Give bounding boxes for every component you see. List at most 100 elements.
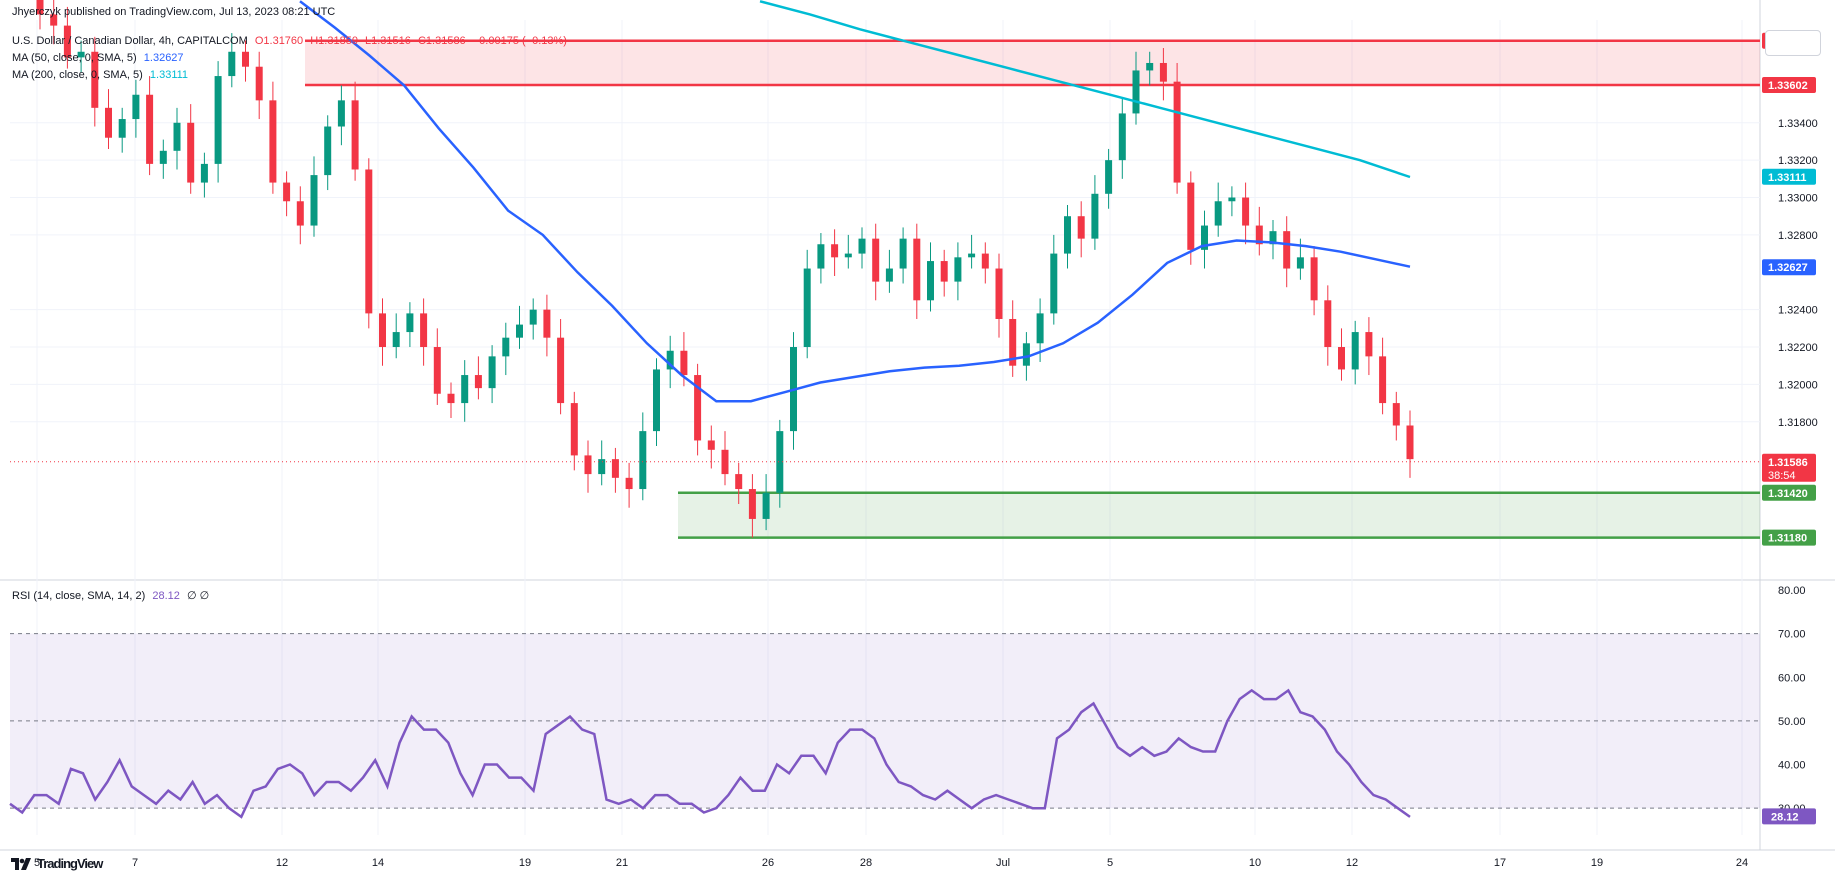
candle-body	[1077, 216, 1085, 239]
candle-body	[611, 459, 619, 478]
last-price-badge	[1762, 453, 1816, 482]
candle-body	[543, 309, 551, 338]
candle-body	[146, 94, 154, 164]
candle-body	[433, 347, 441, 394]
time-tick-label: 26	[762, 857, 774, 869]
candle-body	[694, 375, 702, 441]
time-tick-label: 12	[276, 857, 288, 869]
candle-body	[872, 238, 880, 282]
candle-body	[173, 122, 181, 151]
candle-body	[50, 14, 58, 26]
candle-body	[269, 100, 277, 183]
tradingview-logo-icon	[11, 857, 31, 870]
ohlc-high: H1.31850	[310, 35, 358, 47]
candle-body	[1036, 313, 1044, 344]
candle-body	[1242, 197, 1250, 226]
rsi-value: 28.12	[152, 590, 180, 602]
ma50-badge	[1762, 259, 1816, 276]
candle-body	[1146, 62, 1154, 71]
candle-body	[1105, 160, 1113, 194]
candle-body	[447, 393, 455, 404]
ma200-line	[759, 0, 1411, 179]
candle-body	[200, 163, 208, 183]
chart-settings-button[interactable]	[1765, 30, 1821, 56]
candle-body	[1187, 182, 1195, 250]
rsi-tick-label: 50.00	[1778, 716, 1806, 728]
candle-body	[584, 455, 592, 475]
time-tick-label: 19	[519, 857, 531, 869]
candle-body	[913, 238, 921, 301]
candle-body	[242, 51, 249, 67]
candle-body	[214, 76, 222, 164]
candle-body	[1310, 257, 1318, 301]
candle-body	[392, 332, 400, 348]
candle-body	[885, 268, 893, 282]
candle-body	[365, 169, 373, 314]
candle-body	[844, 253, 852, 258]
candle-body	[762, 492, 770, 519]
candle-body	[707, 440, 715, 450]
time-tick-label: 10	[1249, 857, 1261, 869]
symbol-title: U.S. Dollar / Canadian Dollar, 4h, CAPIT…	[12, 35, 248, 47]
candle-body	[296, 201, 304, 226]
candle-body	[105, 107, 112, 138]
tradingview-brand: TradingView	[37, 856, 103, 871]
rsi-value-badge	[1762, 808, 1816, 825]
ohlc-change: −0.00175 (−0.13%)	[472, 35, 567, 47]
price-tick-label: 1.33400	[1778, 118, 1818, 130]
candle-body	[118, 119, 126, 138]
price-tick-label: 1.32200	[1778, 342, 1818, 354]
candle-body	[502, 337, 510, 357]
candle-body	[653, 369, 660, 432]
support-top-badge-label: 1.31420	[1768, 488, 1808, 500]
candle-body	[639, 431, 647, 490]
resistance-bottom-badge	[1762, 77, 1816, 94]
candle-body	[1296, 257, 1304, 269]
candle-body	[310, 175, 318, 226]
price-tick-label: 1.33200	[1778, 155, 1818, 167]
candle-body	[1022, 343, 1030, 366]
candle-body	[1159, 62, 1167, 82]
ma200-legend[interactable]: MA (200, close, 0, SMA, 5) 1.33111	[12, 69, 192, 81]
candle-body	[1283, 231, 1291, 269]
symbol-legend: U.S. Dollar / Canadian Dollar, 4h, CAPIT…	[12, 35, 571, 47]
candle-body	[831, 244, 839, 258]
candle-body	[748, 489, 756, 519]
candle-body	[283, 182, 291, 202]
candle-body	[598, 459, 606, 475]
candle-body	[1406, 425, 1414, 460]
candle-body	[255, 66, 263, 101]
candle-body	[1379, 356, 1387, 404]
candle-body	[1118, 113, 1126, 161]
candle-body	[91, 51, 99, 108]
candle-body	[1338, 347, 1345, 370]
candle-body	[803, 268, 811, 348]
time-tick-label: 24	[1736, 857, 1748, 869]
ohlc-close: C1.31586	[417, 35, 466, 47]
support-bottom-badge-label: 1.31180	[1768, 533, 1807, 545]
candle-body	[927, 261, 934, 301]
candle-body	[337, 100, 345, 127]
candle-body	[1050, 253, 1058, 314]
candle-body	[1173, 81, 1181, 183]
ma200-label: MA (200, close, 0, SMA, 5)	[12, 69, 143, 81]
rsi-label: RSI (14, close, SMA, 14, 2)	[12, 590, 146, 602]
rsi-legend[interactable]: RSI (14, close, SMA, 14, 2) 28.12 ∅ ∅	[12, 589, 213, 602]
time-tick-label: 12	[1346, 857, 1358, 869]
candle-body	[776, 431, 784, 493]
footer: TradingView	[10, 856, 103, 871]
candle-body	[1228, 197, 1236, 202]
candle-body	[570, 403, 578, 456]
candle-body	[379, 313, 386, 348]
rsi-value-badge-label: 28.12	[1771, 811, 1799, 823]
candle-body	[1351, 332, 1359, 370]
candle-body	[187, 122, 195, 183]
time-tick-label: 5	[34, 857, 40, 869]
time-tick-label: 28	[860, 857, 872, 869]
candle-body	[817, 244, 825, 269]
candle-body	[1201, 225, 1208, 250]
ma50-legend[interactable]: MA (50, close, 0, SMA, 5) 1.32627	[12, 52, 188, 64]
published-label: Jhyerczyk published on TradingView.com, …	[12, 6, 336, 18]
candle-body	[228, 51, 236, 77]
rsi-tick-label: 80.00	[1778, 585, 1806, 597]
